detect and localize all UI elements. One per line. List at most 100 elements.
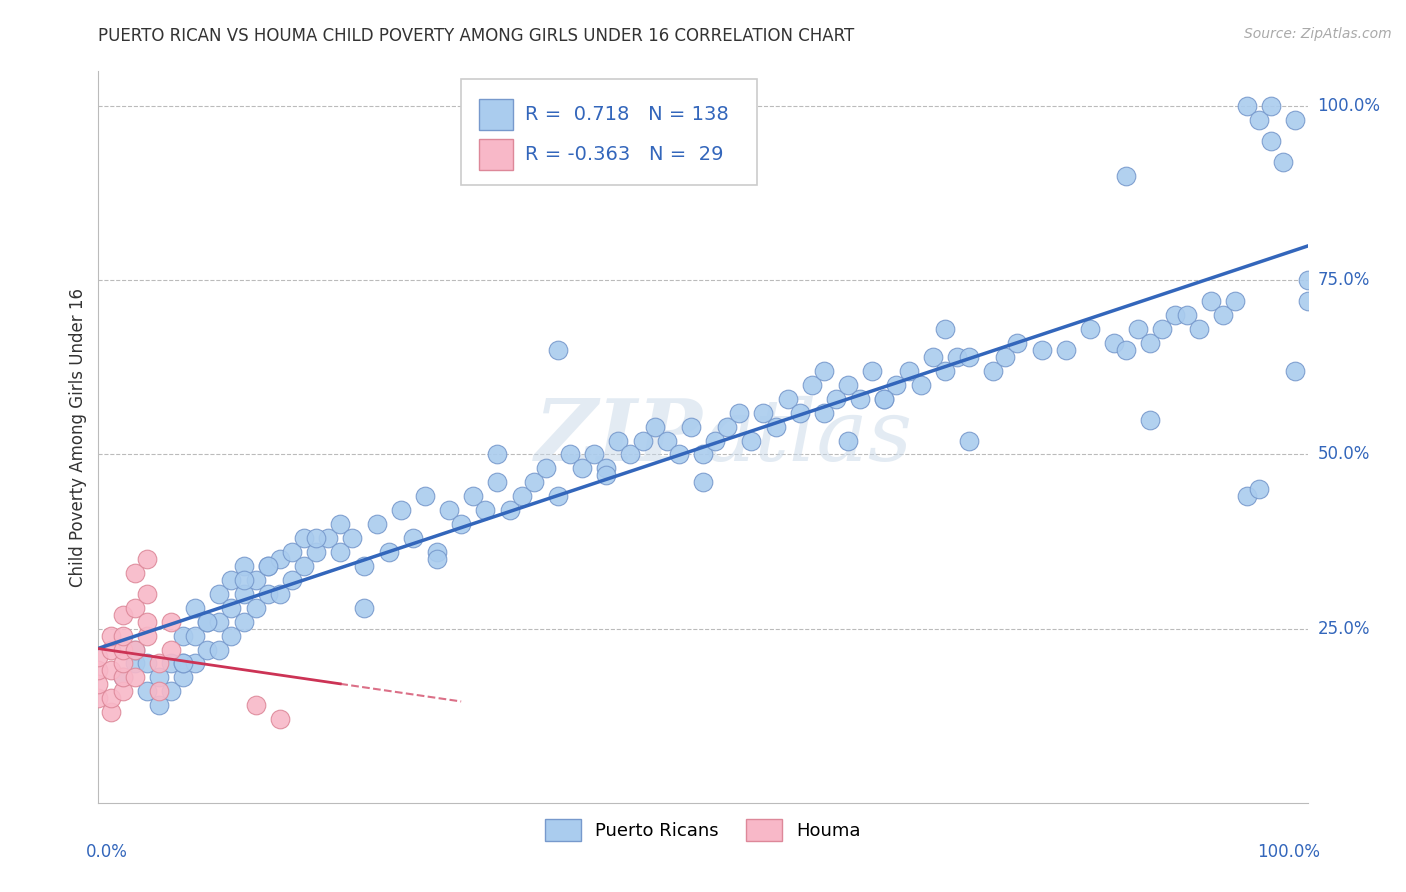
Point <box>111 670 134 684</box>
Point <box>353 558 375 573</box>
Point <box>740 434 762 448</box>
Point <box>1188 322 1211 336</box>
Point <box>413 489 436 503</box>
Point <box>135 587 157 601</box>
Point <box>957 434 980 448</box>
Point <box>245 698 267 713</box>
Point <box>921 350 943 364</box>
Point <box>1284 364 1306 378</box>
Point <box>1236 99 1258 113</box>
Point <box>160 615 183 629</box>
Point <box>437 503 460 517</box>
Point <box>1115 343 1137 357</box>
Point <box>934 364 956 378</box>
Point <box>316 531 339 545</box>
Point <box>232 615 254 629</box>
Point <box>849 392 872 406</box>
Point <box>292 531 315 545</box>
Point <box>269 712 291 726</box>
Point <box>486 475 509 490</box>
Point <box>221 629 243 643</box>
Point <box>860 364 883 378</box>
Point <box>305 531 328 545</box>
Point <box>148 684 170 698</box>
Point <box>1249 113 1271 128</box>
Point <box>124 566 146 580</box>
Point <box>946 350 969 364</box>
Point <box>329 545 352 559</box>
Point <box>111 670 134 684</box>
Point <box>547 343 569 357</box>
Text: 50.0%: 50.0% <box>1317 445 1369 464</box>
Point <box>474 503 496 517</box>
Point <box>353 600 375 615</box>
Point <box>1284 113 1306 128</box>
Point <box>172 657 194 671</box>
Point <box>135 552 157 566</box>
Point <box>644 419 666 434</box>
Point <box>305 545 328 559</box>
Point <box>124 657 146 671</box>
Point <box>981 364 1004 378</box>
Point <box>281 545 304 559</box>
Point <box>886 377 908 392</box>
Point <box>716 419 738 434</box>
Point <box>245 573 267 587</box>
Point <box>124 642 146 657</box>
Text: 100.0%: 100.0% <box>1317 97 1381 115</box>
FancyBboxPatch shape <box>461 78 758 185</box>
Point <box>256 558 278 573</box>
Point <box>221 600 243 615</box>
Point <box>135 629 157 643</box>
Point <box>510 489 533 503</box>
Point <box>100 664 122 678</box>
Point <box>100 691 122 706</box>
Point <box>595 461 617 475</box>
Point <box>934 322 956 336</box>
Point <box>148 698 170 713</box>
Point <box>100 705 122 719</box>
Point <box>463 489 485 503</box>
Point <box>87 664 110 678</box>
Point <box>208 642 231 657</box>
Point <box>87 691 110 706</box>
Text: PUERTO RICAN VS HOUMA CHILD POVERTY AMONG GIRLS UNDER 16 CORRELATION CHART: PUERTO RICAN VS HOUMA CHILD POVERTY AMON… <box>98 27 855 45</box>
Point <box>135 615 157 629</box>
Point <box>957 350 980 364</box>
Point <box>366 517 388 532</box>
Point <box>389 503 412 517</box>
Point <box>1249 483 1271 497</box>
Point <box>232 558 254 573</box>
Point <box>342 531 364 545</box>
Point <box>558 448 581 462</box>
Y-axis label: Child Poverty Among Girls Under 16: Child Poverty Among Girls Under 16 <box>69 287 87 587</box>
Point <box>184 657 207 671</box>
Point <box>800 377 823 392</box>
Point <box>1007 336 1029 351</box>
Point <box>728 406 751 420</box>
Point <box>776 392 799 406</box>
Point <box>111 607 134 622</box>
Point <box>631 434 654 448</box>
Point <box>765 419 787 434</box>
Point <box>873 392 896 406</box>
Point <box>111 657 134 671</box>
Point <box>269 587 291 601</box>
Point <box>329 517 352 532</box>
Point <box>607 434 630 448</box>
Point <box>1031 343 1053 357</box>
Point <box>377 545 399 559</box>
Text: 75.0%: 75.0% <box>1317 271 1369 289</box>
Point <box>692 475 714 490</box>
Point <box>1139 336 1161 351</box>
Point <box>160 684 183 698</box>
Point <box>910 377 932 392</box>
Point <box>873 392 896 406</box>
Point <box>148 657 170 671</box>
Point <box>195 615 218 629</box>
Point <box>813 406 835 420</box>
Point <box>704 434 727 448</box>
Point <box>135 684 157 698</box>
Point <box>111 642 134 657</box>
Point <box>837 434 859 448</box>
